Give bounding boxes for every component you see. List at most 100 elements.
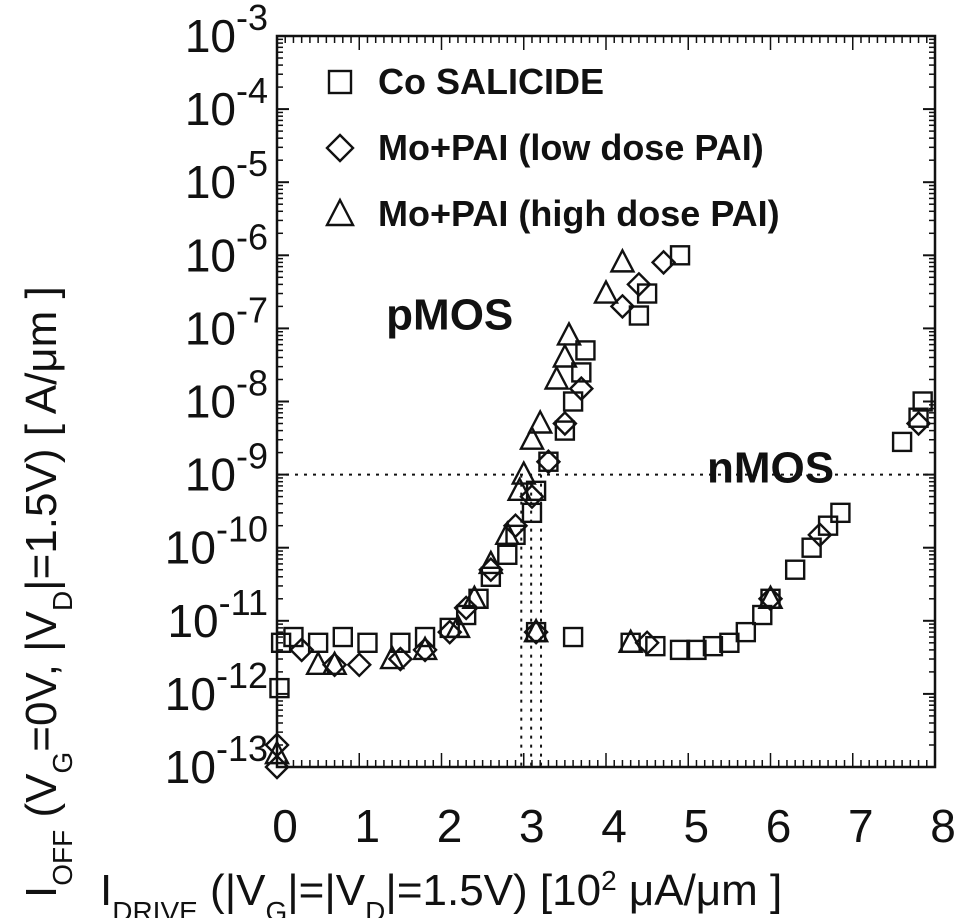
diamond-marker (288, 637, 315, 663)
annotation-pmos: pMOS (386, 290, 513, 339)
legend-item: Mo+PAI (low dose PAI) (325, 127, 764, 168)
square-marker (283, 626, 304, 648)
diamond-marker (412, 637, 438, 663)
y-tick-label: 10-11 (167, 582, 268, 647)
y-tick-exponent: -5 (236, 143, 268, 184)
x-tick-label: 2 (437, 800, 463, 852)
legend-label: Co SALICIDE (378, 61, 604, 102)
label-text: I (100, 866, 112, 915)
square-marker (735, 621, 757, 643)
square-marker (332, 626, 353, 648)
square-marker (480, 566, 502, 587)
y-tick-labels: 10-310-410-510-610-710-810-910-1010-1110… (165, 0, 268, 793)
y-tick-base: 10 (165, 741, 216, 793)
label-text: |=1.5V) [10 (385, 866, 601, 915)
diamond-marker (519, 483, 545, 510)
y-tick-label: 10-3 (185, 0, 268, 62)
square-marker (554, 420, 576, 441)
diamond-marker (905, 410, 932, 437)
triangle-marker (325, 197, 355, 227)
label-subscript: OFF (47, 830, 78, 886)
label-text: =0V, |V (17, 610, 66, 751)
square-marker (571, 362, 592, 383)
triangle-marker (506, 476, 533, 502)
triangle-marker (609, 247, 636, 273)
legend-label: Mo+PAI (high dose PAI) (378, 193, 780, 234)
series-square (269, 245, 933, 699)
y-tick-exponent: -11 (219, 582, 268, 623)
label-subscript: G (47, 752, 78, 774)
legend: Co SALICIDE Mo+PAI (low dose PAI) Mo+PAI (… (325, 61, 780, 234)
square-marker (521, 502, 543, 524)
axis-ticks (276, 35, 936, 768)
triangle-marker (494, 520, 521, 546)
x-tick-label: 5 (683, 800, 709, 852)
diamond-marker (807, 522, 833, 548)
square-marker (702, 635, 724, 657)
triangle-marker (379, 644, 406, 670)
y-tick-base: 10 (185, 229, 236, 281)
triangle-marker (757, 584, 784, 609)
label-text: |=|V (287, 866, 366, 915)
square-marker (686, 639, 707, 661)
y-tick-label: 10-4 (185, 70, 268, 135)
square-marker (562, 391, 584, 412)
legend-item: Mo+PAI (high dose PAI) (325, 193, 780, 234)
triangle-marker (543, 364, 570, 390)
triangle-marker (412, 635, 439, 661)
diamond-marker (634, 630, 660, 656)
series-triangle (264, 247, 784, 765)
label-text: (|V (198, 866, 266, 915)
square-marker (357, 632, 378, 654)
reference-lines (277, 473, 935, 767)
y-axis-label: IOFF (VG=0V, |VD|=1.5V) [ A/μm ] (17, 286, 78, 898)
y-tick-base: 10 (185, 302, 236, 354)
legend-label: Mo+PAI (low dose PAI) (378, 127, 764, 168)
y-tick-exponent: -3 (236, 0, 268, 38)
y-tick-base: 10 (185, 156, 236, 208)
square-marker (575, 340, 596, 361)
diamond-marker (346, 652, 372, 678)
series-diamond (264, 249, 932, 780)
square-marker (669, 245, 691, 266)
triangle-marker (461, 584, 488, 609)
square-marker (891, 431, 913, 453)
y-tick-exponent: -6 (236, 216, 268, 257)
y-tick-label: 10-6 (185, 216, 268, 281)
square-marker (719, 632, 740, 654)
y-tick-exponent: -9 (236, 436, 268, 477)
y-tick-exponent: -8 (236, 363, 268, 404)
y-tick-exponent: -12 (216, 655, 268, 696)
square-marker (538, 451, 559, 472)
square-marker (497, 544, 518, 565)
label-text: I (17, 886, 66, 898)
y-tick-base: 10 (185, 376, 236, 428)
square-marker (327, 69, 353, 95)
y-tick-label: 10-7 (185, 289, 268, 354)
triangle-marker (551, 342, 578, 368)
label-subscript: G (265, 896, 287, 918)
label-subscript: D (47, 591, 78, 611)
diamond-marker (757, 586, 784, 612)
diamond-marker (568, 375, 595, 402)
x-tick-label: 7 (848, 800, 874, 852)
y-tick-label: 10-5 (185, 143, 268, 208)
x-tick-label: 3 (519, 800, 545, 852)
diamond-marker (523, 619, 549, 645)
triangle-marker (444, 613, 471, 639)
annotation-nmos: nMOS (707, 444, 834, 493)
y-tick-label: 10-9 (185, 436, 268, 501)
triangle-marker (593, 278, 619, 304)
triangle-marker (523, 617, 550, 643)
diamond-marker (321, 652, 348, 678)
y-tick-label: 10-12 (165, 655, 268, 720)
data-marks (264, 245, 933, 780)
diamond-marker (552, 410, 578, 437)
label-subscript: DRIVE (112, 896, 198, 918)
square-marker (830, 502, 851, 524)
label-subscript: D (365, 896, 385, 918)
annotations: pMOS nMOS (386, 290, 834, 492)
x-tick-labels: 0 1 2 3 4 5 6 7 8 (272, 800, 956, 852)
square-marker (270, 632, 292, 654)
square-marker (390, 632, 411, 654)
